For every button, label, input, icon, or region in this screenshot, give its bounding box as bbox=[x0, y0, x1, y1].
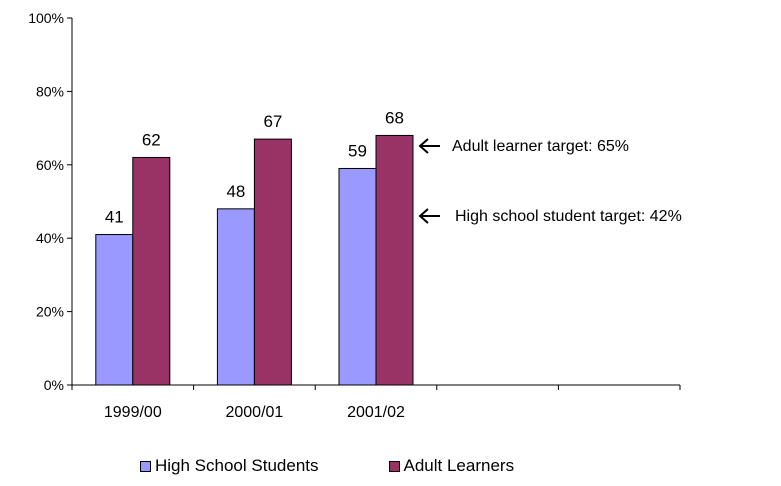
x-tick-label: 1999/00 bbox=[104, 404, 162, 421]
arrow-head bbox=[418, 138, 429, 154]
legend-label-high-school: High School Students bbox=[155, 456, 319, 475]
chart-annotations: Adult learner target: 65% High school stu… bbox=[418, 138, 682, 225]
bar-adult-2 bbox=[375, 134, 414, 386]
chart-bars bbox=[95, 134, 414, 386]
arrow-head bbox=[418, 208, 429, 224]
annotation-label: Adult learner target: 65% bbox=[452, 138, 629, 155]
legend-item-high-school: High School Students bbox=[140, 456, 319, 476]
bar-high-school-2 bbox=[338, 167, 377, 386]
y-tick-label: 80% bbox=[36, 83, 64, 99]
y-tick-label: 0% bbox=[44, 377, 64, 393]
y-tick-label: 40% bbox=[36, 230, 64, 246]
bar-adult-0 bbox=[132, 156, 171, 386]
annotation-arrow bbox=[418, 138, 440, 154]
legend-item-adult: Adult Learners bbox=[388, 456, 515, 476]
legend-swatch-adult bbox=[388, 460, 400, 472]
chart-labels: 41 48 59 62 67 68 bbox=[105, 108, 404, 226]
data-label: 62 bbox=[142, 130, 161, 149]
bar-high-school-1 bbox=[216, 208, 255, 386]
chart-axes: 0% 20% 40% 60% 80% 100% 1999/00 2000/01 2001/02 bbox=[28, 10, 681, 421]
annotation-label: High school student target: 42% bbox=[455, 208, 682, 225]
data-label: 67 bbox=[263, 112, 282, 131]
bar-high-school-0 bbox=[95, 234, 134, 386]
y-tick-label: 100% bbox=[28, 10, 64, 26]
data-label: 68 bbox=[385, 108, 404, 127]
x-tick-label: 2000/01 bbox=[225, 404, 283, 421]
bar-adult-1 bbox=[253, 138, 292, 386]
data-label: 41 bbox=[105, 208, 124, 227]
legend-label-adult: Adult Learners bbox=[403, 456, 515, 475]
legend-swatch-high-school bbox=[140, 460, 151, 472]
data-label: 48 bbox=[226, 182, 245, 201]
y-tick-label: 20% bbox=[36, 304, 64, 320]
data-label: 59 bbox=[348, 141, 367, 160]
chart-legend: High School Students Adult Learners bbox=[140, 456, 584, 476]
y-tick-label: 60% bbox=[36, 157, 64, 173]
x-tick-label: 2001/02 bbox=[347, 404, 405, 421]
annotation-arrow bbox=[418, 208, 440, 224]
